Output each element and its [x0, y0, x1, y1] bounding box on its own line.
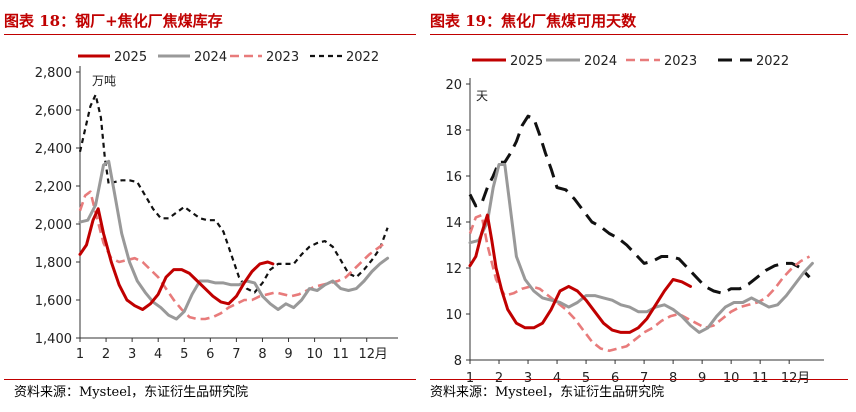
panel-coking-coal-days: 图表 19：焦化厂焦煤可用天数 8 10 12 14 16 18 20 1 2 3 4 5 6 7 8 9 10…: [428, 0, 856, 412]
x-tick-label: 2: [102, 347, 110, 362]
panel-coking-coal-inventory: 图表 18：钢厂+焦化厂焦煤库存 1,400 1,600 1,800 2,000 2,2…: [4, 12, 416, 400]
legend-label-2025: 2025: [510, 54, 543, 69]
x-tick-label: 5: [180, 347, 188, 362]
x-tick-label: 3: [524, 371, 532, 386]
y-tick-label: 16: [445, 170, 462, 185]
title-divider: [430, 34, 848, 35]
series-line-2025: [468, 213, 692, 334]
x-tick-label: 8: [258, 347, 266, 362]
legend-label-2022: 2022: [346, 50, 379, 65]
y-tick-label: 2,600: [35, 104, 72, 119]
y-tick-label: 2,000: [35, 218, 72, 233]
x-tick-label: 10: [306, 347, 323, 362]
x-tick-label: 4: [154, 347, 162, 362]
x-tick-label: 5: [582, 371, 590, 386]
y-tick-label: 14: [445, 216, 462, 231]
y-axis-unit: 万吨: [92, 74, 116, 88]
y-tick-label: 2,400: [35, 142, 72, 157]
series-line-2023: [468, 213, 811, 353]
y-tick-label: 1,600: [35, 294, 72, 309]
legend-label-2025: 2025: [114, 50, 147, 65]
plot-area: 1,400 1,600 1,800 2,000 2,200 2,400 2,600 2,800…: [35, 66, 398, 362]
y-tick-label: 1,400: [35, 332, 72, 347]
x-tick-label: 6: [611, 371, 619, 386]
y-tick-label: 2,200: [35, 180, 72, 195]
source-note: 资料来源：Mysteel，东证衍生品研究院: [14, 385, 249, 400]
source-divider: [4, 379, 416, 380]
legend-label-2023: 2023: [266, 50, 299, 65]
x-tick-label: 12: [781, 371, 798, 386]
x-tick-label: 4: [553, 371, 561, 386]
y-tick-label: 12: [445, 262, 462, 277]
y-axis-unit: 天: [476, 89, 488, 103]
legend-label-2023: 2023: [664, 54, 697, 69]
x-tick-label: 12: [358, 347, 375, 362]
x-tick-label: 11: [752, 371, 769, 386]
line-chart: 1,400 1,600 1,800 2,000 2,200 2,400 2,600 2,800…: [35, 50, 398, 362]
series-line-2024: [468, 163, 814, 334]
legend-label-2024: 2024: [194, 50, 227, 65]
series-line-2022: [78, 93, 389, 294]
legend-label-2024: 2024: [584, 54, 617, 69]
x-tick-label: 7: [232, 347, 240, 362]
y-tick-label: 8: [454, 354, 462, 369]
legend: 2025 2024 2023 2022: [78, 50, 379, 65]
x-tick-label: 7: [640, 371, 648, 386]
source-note: 资料来源：Mysteel，东证衍生品研究院: [430, 385, 665, 400]
x-tick-label: 3: [128, 347, 136, 362]
x-axis-unit: 月: [375, 347, 388, 362]
x-tick-label: 9: [698, 371, 706, 386]
y-tick-label: 20: [445, 78, 462, 93]
x-tick-label: 9: [284, 347, 292, 362]
title-divider: [4, 34, 416, 35]
legend-label-2022: 2022: [756, 54, 789, 69]
x-tick-label: 6: [206, 347, 214, 362]
x-tick-label: 2: [495, 371, 503, 386]
x-tick-label: 1: [466, 371, 474, 386]
chart-title: 图表 18：钢厂+焦化厂焦煤库存: [4, 12, 223, 30]
series-line-2024: [78, 159, 390, 321]
y-tick-label: 2,800: [35, 66, 72, 81]
x-tick-label: 1: [76, 347, 84, 362]
x-axis-unit: 月: [797, 371, 810, 386]
x-tick-label: 11: [332, 347, 349, 362]
source-divider: [430, 379, 848, 380]
chart-title: 图表 19：焦化厂焦煤可用天数: [430, 12, 637, 30]
y-tick-label: 18: [445, 124, 462, 139]
legend: 2025 2024 2023 2022: [472, 54, 789, 69]
y-tick-label: 10: [445, 308, 462, 323]
x-tick-label: 10: [723, 371, 740, 386]
x-tick-label: 8: [669, 371, 677, 386]
y-tick-label: 1,800: [35, 256, 72, 271]
series-line-2025: [78, 207, 275, 311]
